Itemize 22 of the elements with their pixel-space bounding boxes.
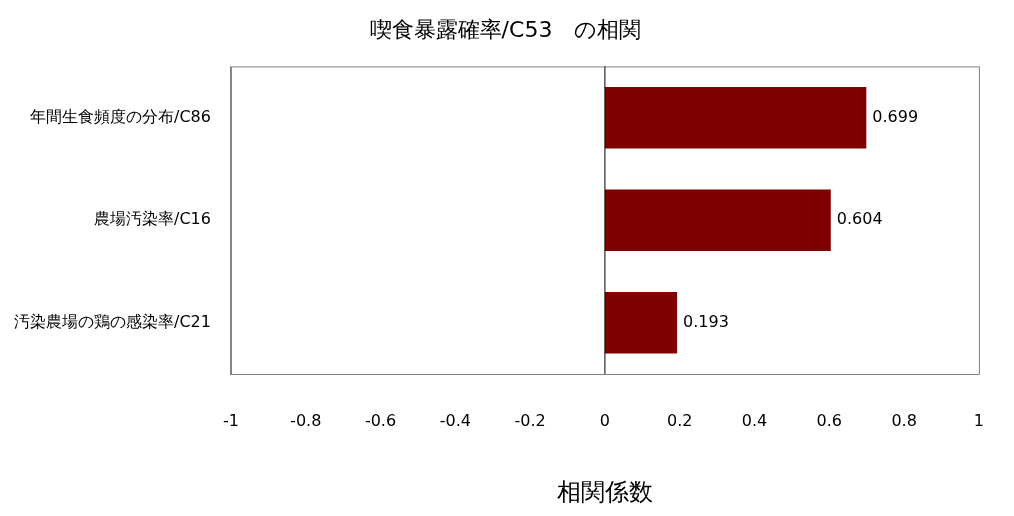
chart-title: 喫食暴露確率/C53 の相関: [369, 16, 642, 42]
x-tick-label: 0.2: [666, 410, 693, 430]
x-tick-label: -0.4: [439, 410, 471, 430]
y-tick-label: 農場汚染率/C16: [94, 209, 211, 229]
x-tick-label: 0.6: [816, 410, 843, 430]
y-tick-label: 年間生食頻度の分布/C86: [30, 106, 211, 126]
data-label: 0.699: [872, 106, 919, 126]
x-tick-label: 1: [973, 410, 984, 430]
x-tick-label: 0.8: [891, 410, 917, 430]
x-tick-label: -0.8: [290, 410, 322, 430]
y-tick-label: 汚染農場の鶏の感染率/C21: [14, 311, 211, 331]
x-tick-label: -0.6: [364, 410, 397, 430]
bar: [604, 86, 867, 149]
bar: [604, 189, 831, 251]
x-tick-label: -1: [222, 410, 239, 430]
x-tick-label: -0.2: [514, 410, 546, 430]
x-axis-title: 相関係数: [556, 477, 653, 506]
data-label: 0.193: [683, 311, 729, 331]
data-label: 0.604: [836, 209, 883, 229]
bar: [604, 291, 678, 354]
x-tick-label: 0.4: [741, 410, 768, 430]
x-tick-label: 0: [599, 410, 611, 430]
